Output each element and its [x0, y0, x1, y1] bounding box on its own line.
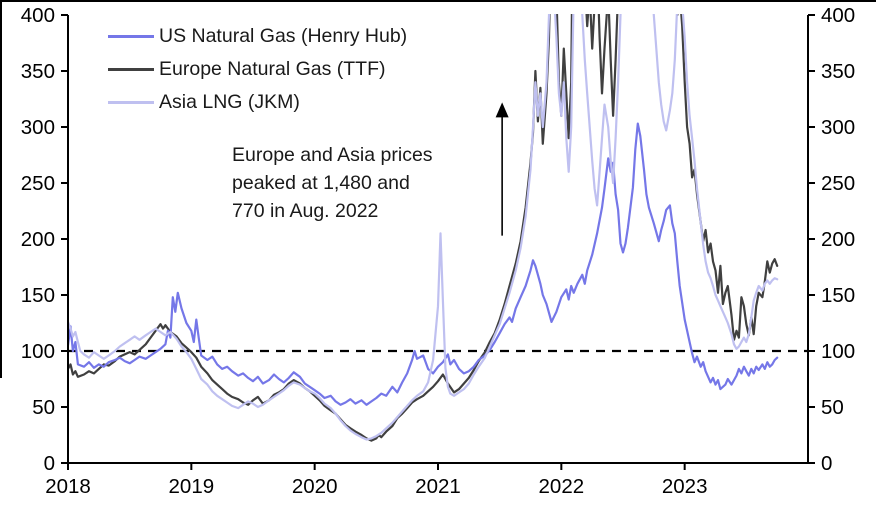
x-axis-label-2022: 2022	[539, 475, 585, 498]
annotation-line-1: Europe and Asia prices	[232, 144, 433, 166]
y-axis-label-left-50: 50	[32, 396, 55, 419]
x-axis-label-2019: 2019	[169, 475, 215, 498]
legend-swatch-europe	[108, 67, 154, 71]
peak-annotation: Europe and Asia prices peaked at 1,480 a…	[232, 141, 433, 225]
y-axis-label-right-200: 200	[821, 228, 855, 251]
y-axis-label-left-0: 0	[44, 452, 55, 475]
y-axis-label-right-0: 0	[821, 452, 832, 475]
y-axis-label-left-400: 400	[21, 4, 55, 27]
annotation-arrow-head	[495, 102, 509, 118]
x-axis-label-2023: 2023	[662, 475, 708, 498]
legend-swatch-us	[108, 34, 154, 38]
annotation-line-2: peaked at 1,480 and	[232, 172, 410, 194]
y-axis-label-left-150: 150	[21, 284, 55, 307]
y-axis-label-left-250: 250	[21, 172, 55, 195]
x-axis-label-2020: 2020	[292, 475, 338, 498]
y-axis-label-right-300: 300	[821, 116, 855, 139]
legend-item-asia: Asia LNG (JKM)	[108, 90, 407, 114]
y-axis-label-right-50: 50	[821, 396, 844, 419]
legend-label-europe: Europe Natural Gas (TTF)	[159, 57, 386, 80]
series-line-us-natural-gas-henry-hub	[68, 122, 779, 406]
x-axis-label-2021: 2021	[415, 475, 461, 498]
y-axis-label-left-350: 350	[21, 60, 55, 83]
y-axis-label-right-100: 100	[821, 340, 855, 363]
y-axis-label-right-350: 350	[821, 60, 855, 83]
annotation-line-3: 770 in Aug. 2022	[232, 200, 379, 222]
y-axis-label-left-200: 200	[21, 228, 55, 251]
image-border-top	[0, 0, 876, 2]
image-border-left	[0, 0, 2, 378]
series-group	[68, 14, 779, 442]
x-axis-label-2018: 2018	[45, 475, 91, 498]
y-axis-label-left-100: 100	[21, 340, 55, 363]
legend-item-us: US Natural Gas (Henry Hub)	[108, 24, 407, 48]
y-axis-label-right-150: 150	[821, 284, 855, 307]
series-line-asia-lng-jkm	[68, 14, 779, 441]
y-axis-label-left-300: 300	[21, 116, 55, 139]
y-axis-label-right-400: 400	[821, 4, 855, 27]
legend-label-us: US Natural Gas (Henry Hub)	[159, 24, 408, 47]
legend: US Natural Gas (Henry Hub) Europe Natura…	[108, 24, 407, 114]
legend-label-asia: Asia LNG (JKM)	[159, 90, 300, 113]
legend-swatch-asia	[108, 100, 154, 104]
y-axis-label-right-250: 250	[821, 172, 855, 195]
legend-item-europe: Europe Natural Gas (TTF)	[108, 57, 407, 81]
